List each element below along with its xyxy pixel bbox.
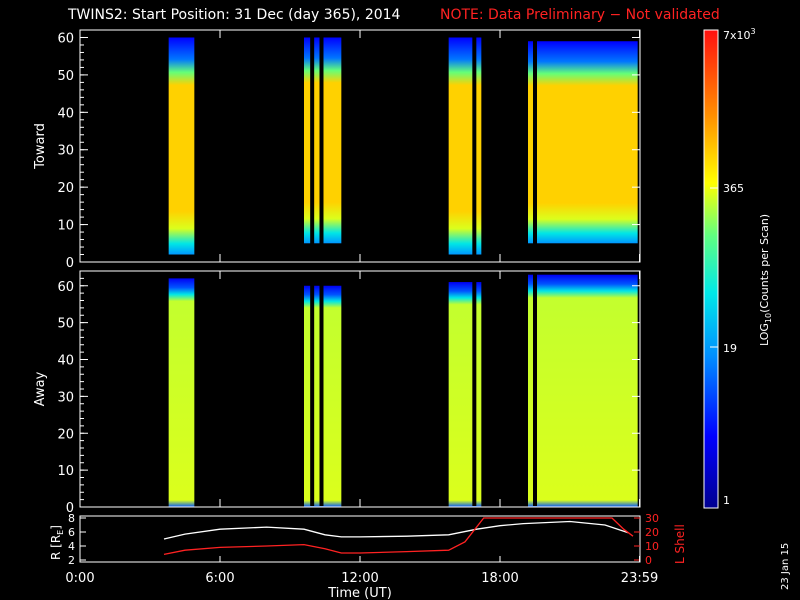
- x-tick-label: 12:00: [341, 571, 378, 586]
- y-tick-label: 50: [57, 317, 74, 332]
- data-gap: [533, 272, 537, 506]
- y-tick-label: 0: [66, 501, 74, 516]
- colorbar-label: LOG10(Counts per Scan): [758, 214, 773, 346]
- chart-title: TWINS2: Start Position: 31 Dec (day 365)…: [68, 7, 401, 23]
- label-part: R [R: [49, 535, 63, 560]
- y-tick-label: 20: [57, 181, 74, 196]
- y-tick-label: 10: [57, 219, 74, 234]
- colorbar: [703, 29, 719, 509]
- x-tick-label: 6:00: [205, 571, 234, 586]
- panel-ylabel: Away: [33, 371, 48, 406]
- data-block: [168, 37, 195, 255]
- y-tick-label: 50: [57, 69, 74, 84]
- away-panel: 0 10 20 30 40 50 60 Away: [33, 270, 641, 516]
- y-tick-label: 30: [57, 390, 74, 405]
- left-y-tick-label: 4: [68, 540, 75, 553]
- data-block: [448, 37, 482, 255]
- data-block: [448, 282, 482, 507]
- y-tick-label: 40: [57, 106, 74, 121]
- y-tick-label: 0: [66, 256, 74, 271]
- colorbar-tick-1: 1: [723, 494, 730, 507]
- data-gap: [310, 272, 315, 506]
- data-preliminary-note: NOTE: Data Preliminary − Not validated: [440, 7, 720, 23]
- left-y-tick-label: 6: [68, 526, 75, 539]
- label-subscript: E: [56, 530, 65, 535]
- right-y-tick-label: 30: [645, 512, 659, 525]
- left-axis-label: R [RE]: [49, 525, 65, 560]
- colorbar-tick-top: 7x103: [723, 27, 756, 42]
- y-tick-label: 60: [57, 280, 74, 295]
- x-tick-label: 18:00: [481, 571, 518, 586]
- right-axis-label: L Shell: [673, 524, 687, 564]
- data-block: [528, 274, 638, 507]
- data-gap: [319, 272, 324, 506]
- toward-panel: 0 10 20 30 40 50 60 Toward: [33, 29, 641, 271]
- generation-date: 23 Jan 15: [780, 543, 791, 590]
- right-y-tick-label: 20: [645, 526, 659, 539]
- lshell-series-line: [163, 517, 634, 556]
- data-gap: [310, 31, 315, 261]
- y-tick-label: 20: [57, 427, 74, 442]
- x-axis-label: Time (UT): [327, 586, 392, 600]
- data-gap: [472, 31, 477, 261]
- colorbar-tick-365: 365: [723, 182, 744, 195]
- colorbar-tick-19: 19: [723, 342, 737, 355]
- y-tick-label: 10: [57, 464, 74, 479]
- right-y-tick-label: 0: [645, 554, 652, 567]
- x-tick-label: 23:59: [621, 571, 658, 586]
- left-y-tick-label: 2: [68, 554, 75, 567]
- chart-header: TWINS2: Start Position: 31 Dec (day 365)…: [0, 0, 800, 30]
- left-y-tick-label: 8: [68, 512, 75, 525]
- data-gap: [319, 31, 324, 261]
- orbit-frame: [79, 515, 641, 563]
- data-block: [528, 41, 638, 244]
- y-tick-label: 40: [57, 354, 74, 369]
- y-tick-label: 30: [57, 144, 74, 159]
- data-gap: [533, 31, 537, 261]
- right-y-tick-label: 10: [645, 540, 659, 553]
- label-part: ]: [49, 525, 63, 530]
- panel-ylabel: Toward: [33, 123, 48, 170]
- x-tick-label: 0:00: [65, 571, 94, 586]
- data-gap: [472, 272, 477, 506]
- r-series-line: [163, 520, 629, 540]
- data-block: [168, 278, 195, 507]
- y-tick-label: 60: [57, 31, 74, 46]
